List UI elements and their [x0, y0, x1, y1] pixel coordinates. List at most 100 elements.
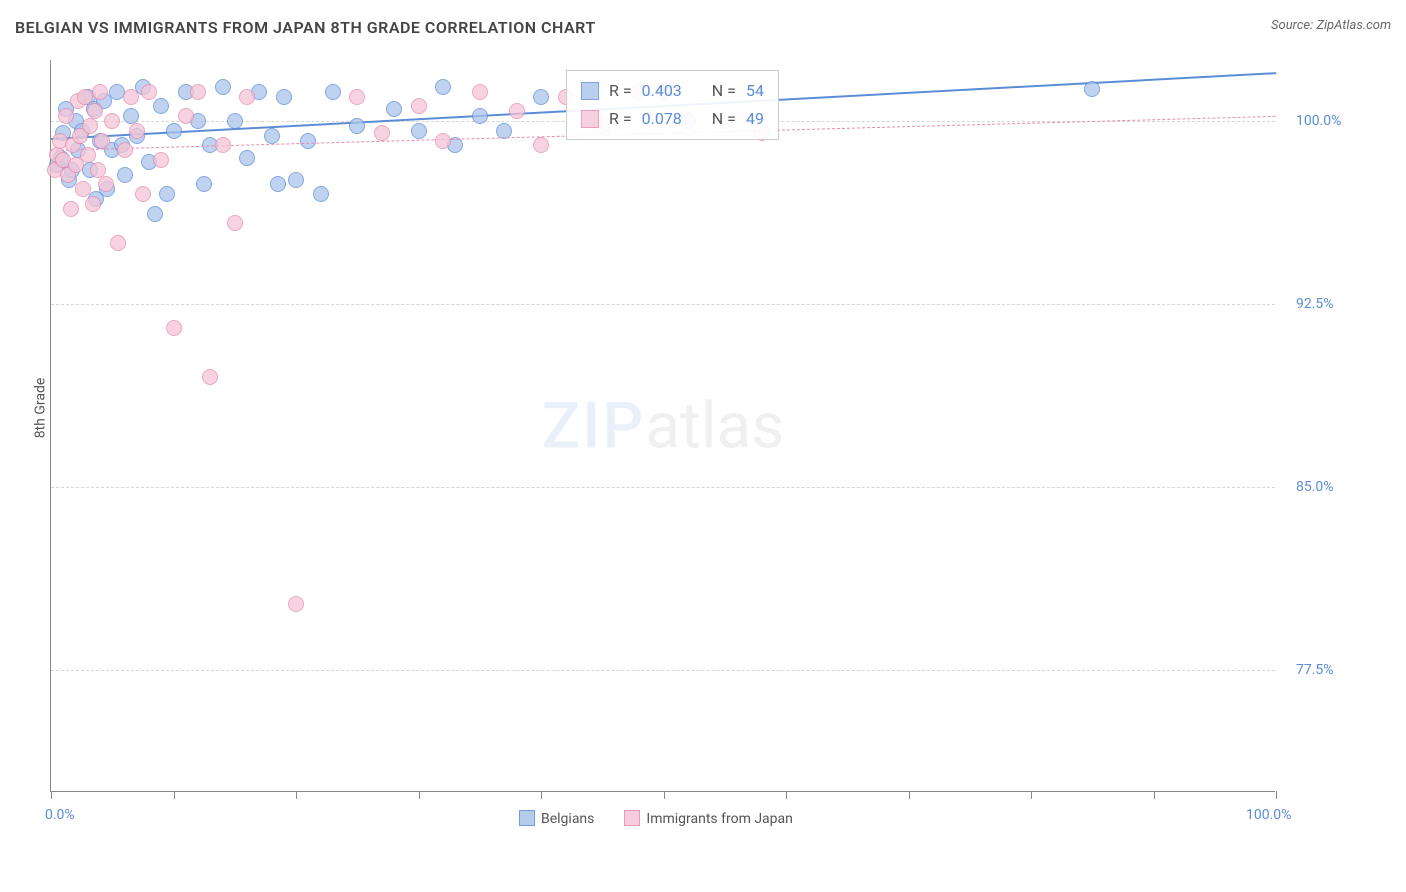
chart-header: BELGIAN VS IMMIGRANTS FROM JAPAN 8TH GRA… — [15, 18, 1391, 42]
data-point-japan — [472, 84, 488, 100]
data-point-belgians — [264, 128, 280, 144]
data-point-belgians — [276, 89, 292, 105]
data-point-belgians — [123, 108, 139, 124]
chart-container: BELGIAN VS IMMIGRANTS FROM JAPAN 8TH GRA… — [0, 0, 1406, 892]
source-name: ZipAtlas.com — [1316, 18, 1391, 33]
x-tick — [909, 791, 910, 799]
legend-swatch-belgians — [519, 810, 535, 826]
y-tick-label: 100.0% — [1296, 113, 1341, 129]
plot-area: ZIPatlas 77.5%85.0%92.5%100.0%0.0%100.0%… — [50, 60, 1275, 792]
source-attribution: Source: ZipAtlas.com — [1271, 18, 1391, 33]
gridline — [51, 304, 1275, 305]
data-point-japan — [435, 133, 451, 149]
data-point-belgians — [117, 167, 133, 183]
n-label: N = — [712, 105, 736, 133]
data-point-japan — [80, 147, 96, 163]
data-point-japan — [75, 181, 91, 197]
x-tick-label: 100.0% — [1246, 807, 1291, 823]
data-point-japan — [533, 137, 549, 153]
stats-swatch-japan — [581, 110, 599, 128]
n-value: 54 — [746, 77, 764, 105]
x-tick — [1031, 791, 1032, 799]
legend-label-japan: Immigrants from Japan — [646, 811, 792, 827]
x-tick — [1276, 791, 1277, 799]
data-point-japan — [63, 201, 79, 217]
correlation-stats-box: R = 0.403 N = 54 R = 0.078 N = 49 — [566, 70, 779, 140]
data-point-belgians — [349, 118, 365, 134]
data-point-japan — [104, 113, 120, 129]
data-point-japan — [135, 186, 151, 202]
data-point-japan — [110, 235, 126, 251]
data-point-belgians — [227, 113, 243, 129]
n-value: 49 — [746, 105, 764, 133]
data-point-japan — [77, 89, 93, 105]
data-point-belgians — [533, 89, 549, 105]
x-tick — [1154, 791, 1155, 799]
x-tick — [786, 791, 787, 799]
data-point-belgians — [159, 186, 175, 202]
r-label: R = — [609, 77, 632, 105]
r-label: R = — [609, 105, 632, 133]
data-point-belgians — [300, 133, 316, 149]
data-point-japan — [227, 215, 243, 231]
y-tick-label: 85.0% — [1296, 479, 1334, 495]
n-label: N = — [712, 77, 736, 105]
x-tick — [51, 791, 52, 799]
data-point-belgians — [472, 108, 488, 124]
y-axis-label: 8th Grade — [32, 378, 48, 439]
x-tick — [296, 791, 297, 799]
data-point-belgians — [313, 186, 329, 202]
data-point-belgians — [153, 98, 169, 114]
data-point-belgians — [196, 176, 212, 192]
data-point-japan — [90, 162, 106, 178]
source-label: Source: — [1271, 18, 1316, 33]
gridline — [51, 670, 1275, 671]
data-point-japan — [85, 196, 101, 212]
data-point-japan — [117, 142, 133, 158]
y-tick-label: 77.5% — [1296, 662, 1334, 678]
data-point-japan — [87, 103, 103, 119]
gridline — [51, 487, 1275, 488]
data-point-belgians — [288, 172, 304, 188]
legend-label-belgians: Belgians — [541, 811, 594, 827]
data-point-japan — [202, 369, 218, 385]
data-point-belgians — [435, 79, 451, 95]
data-point-japan — [98, 176, 114, 192]
stats-swatch-belgians — [581, 82, 599, 100]
data-point-belgians — [215, 79, 231, 95]
watermark-zip: ZIP — [542, 388, 646, 463]
data-point-japan — [94, 133, 110, 149]
chart-title: BELGIAN VS IMMIGRANTS FROM JAPAN 8TH GRA… — [15, 18, 596, 37]
r-value: 0.078 — [642, 105, 682, 133]
x-tick-label: 0.0% — [45, 807, 75, 823]
y-tick-label: 92.5% — [1296, 296, 1334, 312]
data-point-japan — [349, 89, 365, 105]
stats-row-japan: R = 0.078 N = 49 — [581, 105, 764, 133]
data-point-belgians — [386, 101, 402, 117]
watermark-atlas: atlas — [645, 388, 784, 463]
data-point-belgians — [147, 206, 163, 222]
legend-swatch-japan — [624, 810, 640, 826]
data-point-japan — [82, 118, 98, 134]
data-point-japan — [92, 84, 108, 100]
data-point-japan — [509, 103, 525, 119]
data-point-japan — [178, 108, 194, 124]
data-point-belgians — [270, 176, 286, 192]
x-tick — [541, 791, 542, 799]
data-point-japan — [288, 596, 304, 612]
data-point-belgians — [1084, 81, 1100, 97]
data-point-japan — [374, 125, 390, 141]
data-point-japan — [190, 84, 206, 100]
data-point-japan — [123, 89, 139, 105]
data-point-belgians — [411, 123, 427, 139]
x-tick — [419, 791, 420, 799]
data-point-japan — [215, 137, 231, 153]
r-value: 0.403 — [642, 77, 682, 105]
x-tick — [664, 791, 665, 799]
data-point-belgians — [166, 123, 182, 139]
data-point-japan — [153, 152, 169, 168]
data-point-japan — [166, 320, 182, 336]
data-point-japan — [129, 123, 145, 139]
data-point-japan — [141, 84, 157, 100]
x-tick — [174, 791, 175, 799]
